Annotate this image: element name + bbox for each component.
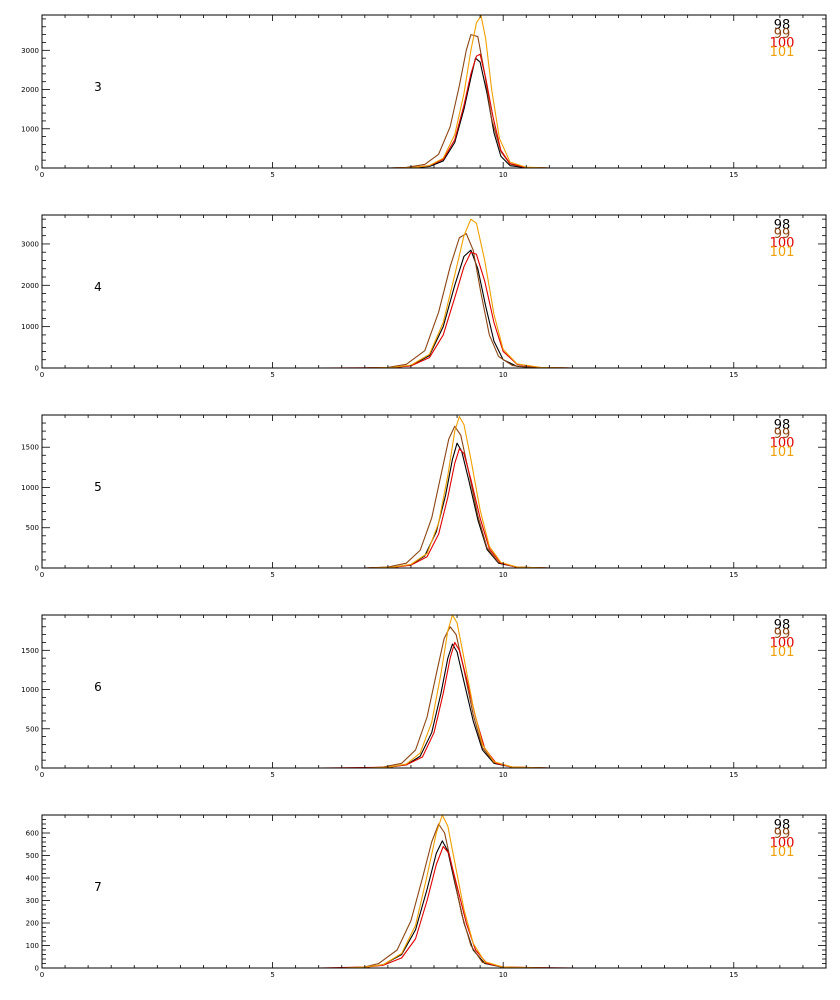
y-tick-label: 3000 (21, 240, 39, 248)
y-tick-label: 1000 (21, 686, 39, 694)
legend-entry-101: 101 (770, 45, 795, 60)
x-tick-label: 0 (40, 771, 44, 779)
plot-frame (41, 414, 827, 569)
legend-entry-101: 101 (770, 245, 795, 260)
y-tick-label: 500 (26, 725, 39, 733)
x-tick-label: 10 (499, 371, 508, 379)
x-tick-label: 10 (499, 971, 508, 979)
legend-entry-100: 100 (770, 436, 795, 451)
y-tick-label: 0 (35, 365, 39, 373)
y-tick-label: 3000 (21, 47, 39, 55)
y-tick-label: 500 (26, 852, 39, 860)
y-tick-label: 0 (35, 565, 39, 573)
plot-frame (41, 814, 827, 969)
legend-entry-98: 98 (774, 418, 791, 433)
y-tick-label: 1500 (21, 444, 39, 452)
legend-entry-98: 98 (774, 18, 791, 33)
x-tick-label: 5 (270, 571, 274, 579)
legend-entry-99: 99 (774, 427, 791, 442)
plot-frame (41, 14, 827, 169)
series-line-99 (42, 34, 826, 168)
x-tick-label: 0 (40, 371, 44, 379)
panel-label: 7 (94, 880, 102, 894)
panel-label: 6 (94, 680, 102, 694)
y-tick-label: 0 (35, 165, 39, 173)
y-tick-label: 0 (35, 765, 39, 773)
panel-label: 4 (94, 280, 102, 294)
series-line-100 (42, 251, 642, 368)
y-tick-label: 300 (26, 897, 39, 905)
legend-entry-101: 101 (770, 445, 795, 460)
legend-entry-100: 100 (770, 636, 795, 651)
x-tick-label: 5 (270, 171, 274, 179)
x-tick-label: 15 (729, 371, 738, 379)
y-tick-label: 0 (35, 965, 39, 973)
legend-entry-98: 98 (774, 218, 791, 233)
legend-entry-99: 99 (774, 827, 791, 842)
series-line-101 (42, 814, 826, 968)
x-tick-label: 15 (729, 571, 738, 579)
series-line-100 (42, 845, 826, 968)
panel-label: 5 (94, 480, 102, 494)
legend-entry-98: 98 (774, 818, 791, 833)
x-tick-label: 15 (729, 771, 738, 779)
series-line-99 (42, 233, 826, 368)
legend-entry-98: 98 (774, 618, 791, 633)
legend-entry-100: 100 (770, 36, 795, 51)
y-tick-label: 1500 (21, 647, 39, 655)
series-line-98 (42, 840, 826, 968)
y-tick-label: 1000 (21, 484, 39, 492)
y-tick-label: 100 (26, 942, 39, 950)
x-tick-label: 5 (270, 371, 274, 379)
series-line-101 (42, 416, 826, 568)
y-tick-label: 600 (26, 830, 39, 838)
legend-entry-99: 99 (774, 227, 791, 242)
x-tick-label: 10 (499, 171, 508, 179)
x-tick-label: 0 (40, 571, 44, 579)
y-tick-label: 500 (26, 524, 39, 532)
series-line-99 (42, 425, 826, 568)
y-tick-label: 2000 (21, 86, 39, 94)
series-line-99 (42, 626, 826, 768)
series-line-101 (42, 614, 826, 768)
series-line-100 (42, 641, 826, 768)
plot-frame (41, 614, 827, 769)
legend-entry-99: 99 (774, 27, 791, 42)
series-line-98 (42, 57, 826, 168)
panel-label: 3 (94, 80, 102, 94)
x-tick-label: 10 (499, 571, 508, 579)
legend-entry-100: 100 (770, 836, 795, 851)
y-tick-label: 400 (26, 875, 39, 883)
series-line-101 (42, 15, 826, 168)
x-tick-label: 15 (729, 171, 738, 179)
x-tick-label: 5 (270, 771, 274, 779)
x-tick-label: 5 (270, 971, 274, 979)
y-tick-label: 1000 (21, 125, 39, 133)
x-tick-label: 0 (40, 971, 44, 979)
y-tick-label: 2000 (21, 282, 39, 290)
legend-entry-100: 100 (770, 236, 795, 251)
y-tick-label: 1000 (21, 323, 39, 331)
series-line-98 (42, 643, 826, 768)
legend-entry-101: 101 (770, 845, 795, 860)
x-tick-label: 0 (40, 171, 44, 179)
x-tick-label: 15 (729, 971, 738, 979)
y-tick-label: 200 (26, 920, 39, 928)
series-line-100 (42, 53, 826, 168)
series-line-101 (42, 218, 826, 368)
legend-entry-99: 99 (774, 627, 791, 642)
x-tick-label: 10 (499, 771, 508, 779)
legend-entry-101: 101 (770, 645, 795, 660)
series-line-100 (42, 448, 826, 568)
